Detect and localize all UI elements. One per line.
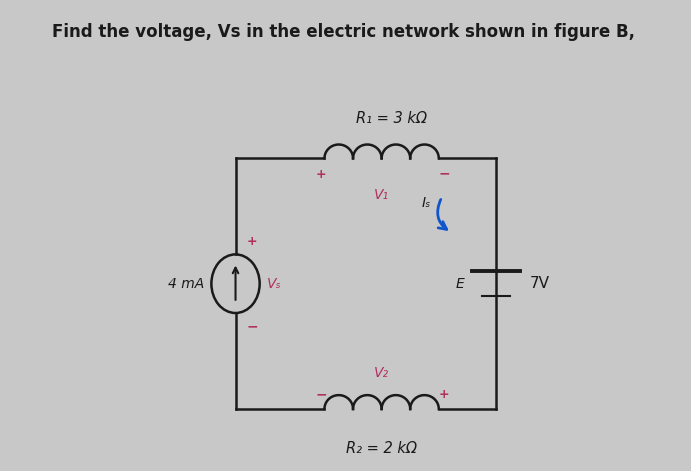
- Text: −: −: [247, 319, 258, 333]
- Text: +: +: [439, 388, 449, 401]
- Text: −: −: [316, 387, 327, 401]
- Text: V₂: V₂: [374, 365, 389, 380]
- Text: R₂ = 2 kΩ: R₂ = 2 kΩ: [346, 441, 417, 456]
- Text: Iₛ: Iₛ: [422, 196, 430, 211]
- Text: V₁: V₁: [374, 187, 389, 202]
- Text: R₁ = 3 kΩ: R₁ = 3 kΩ: [356, 111, 426, 126]
- Text: 7V: 7V: [529, 276, 549, 291]
- Text: −: −: [438, 166, 450, 180]
- Text: 4 mA: 4 mA: [167, 276, 204, 291]
- Text: +: +: [247, 235, 258, 248]
- Text: E: E: [455, 276, 464, 291]
- Text: Vₛ: Vₛ: [267, 276, 282, 291]
- Text: +: +: [316, 168, 327, 181]
- Text: Find the voltage, Vs in the electric network shown in figure B,: Find the voltage, Vs in the electric net…: [52, 24, 635, 41]
